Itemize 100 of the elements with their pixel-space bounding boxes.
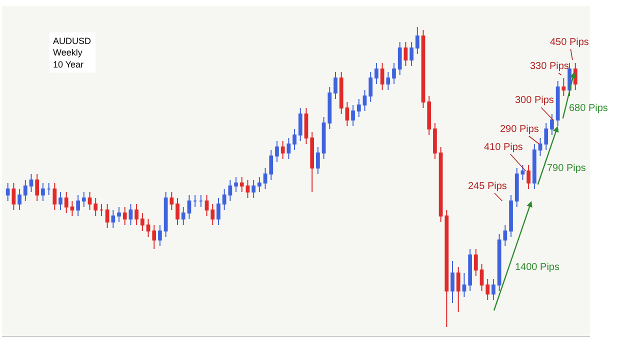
candlestick bbox=[134, 204, 138, 226]
candlestick bbox=[234, 176, 238, 192]
candlestick bbox=[146, 218, 150, 238]
candlestick bbox=[492, 278, 496, 300]
candlestick bbox=[12, 182, 16, 210]
candlestick bbox=[228, 180, 232, 202]
candlestick bbox=[128, 204, 133, 226]
candlestick bbox=[433, 122, 437, 160]
candlestick bbox=[386, 72, 390, 90]
candlestick bbox=[58, 192, 62, 210]
candlestick bbox=[164, 192, 168, 238]
candlestick bbox=[204, 194, 209, 216]
candlestick bbox=[35, 174, 40, 202]
candlestick bbox=[550, 114, 554, 136]
candlestick bbox=[368, 72, 373, 102]
candlestick bbox=[322, 116, 326, 160]
annotation: 1400 Pips bbox=[515, 262, 560, 273]
candlestick bbox=[122, 206, 127, 226]
candlestick bbox=[216, 198, 220, 226]
candlestick bbox=[398, 42, 402, 76]
candlestick bbox=[240, 176, 244, 192]
annotation: 290 Pips bbox=[500, 124, 539, 135]
candlestick bbox=[111, 210, 116, 228]
candlestick bbox=[334, 72, 338, 100]
annotation: 245 Pips bbox=[468, 181, 507, 192]
candlestick bbox=[339, 72, 344, 114]
candlestick bbox=[474, 248, 478, 276]
candlestick bbox=[568, 62, 572, 96]
candlestick bbox=[316, 146, 320, 174]
candlestick bbox=[100, 204, 104, 216]
candlestick bbox=[573, 62, 578, 90]
candlestick bbox=[210, 204, 215, 226]
candlestick bbox=[421, 30, 426, 108]
candlestick bbox=[6, 182, 10, 202]
candlestick bbox=[258, 176, 262, 192]
annotation: 410 Pips bbox=[484, 142, 523, 153]
candlestick bbox=[52, 182, 57, 210]
candlestick bbox=[193, 194, 198, 208]
candlestick bbox=[29, 174, 34, 192]
candlestick bbox=[170, 192, 174, 210]
candlestick bbox=[252, 180, 256, 198]
candlestick bbox=[18, 188, 22, 210]
candlestick bbox=[198, 194, 203, 208]
candlestick bbox=[286, 138, 291, 160]
candlestick bbox=[328, 86, 332, 130]
candlestick bbox=[64, 192, 68, 214]
candlestick bbox=[181, 206, 186, 226]
candlestick bbox=[310, 132, 314, 192]
annotation: 790 Pips bbox=[547, 163, 586, 174]
annotation: 680 Pips bbox=[569, 103, 608, 114]
candlestick bbox=[246, 180, 250, 198]
candlestick bbox=[298, 108, 302, 142]
candlestick bbox=[152, 224, 156, 250]
candlestick bbox=[345, 102, 350, 126]
candlestick bbox=[415, 26, 420, 54]
candlestick bbox=[82, 192, 86, 208]
candlestick bbox=[380, 62, 384, 90]
candlestick bbox=[538, 138, 542, 156]
candlestick bbox=[158, 224, 162, 246]
candlestick bbox=[304, 108, 308, 144]
candlestick bbox=[544, 122, 548, 150]
candlestick bbox=[70, 200, 74, 216]
candlestick bbox=[222, 188, 226, 210]
candlestick bbox=[88, 192, 92, 210]
candlestick bbox=[269, 150, 274, 180]
candlestick bbox=[526, 164, 530, 190]
candlestick bbox=[392, 62, 396, 84]
candlestick bbox=[356, 98, 361, 118]
candlestick bbox=[532, 144, 536, 190]
candlestick bbox=[444, 210, 449, 328]
annotation: 330 Pips bbox=[530, 61, 569, 72]
candlestick bbox=[520, 164, 525, 180]
annotation: 300 Pips bbox=[515, 95, 554, 106]
candlestick bbox=[140, 212, 144, 232]
candlestick bbox=[351, 104, 355, 126]
annotation: 450 Pips bbox=[550, 37, 589, 48]
text: AUDUSD Weekly 10 Year bbox=[53, 36, 92, 70]
candlestick bbox=[450, 260, 454, 304]
candlestick bbox=[263, 168, 268, 190]
candlestick bbox=[94, 198, 98, 216]
candlestick bbox=[105, 204, 110, 228]
candlestick bbox=[280, 140, 285, 160]
candlestick bbox=[427, 96, 432, 136]
candlestick bbox=[462, 272, 466, 298]
candlestick bbox=[514, 168, 519, 208]
candlestick bbox=[556, 80, 560, 126]
candlestick bbox=[176, 198, 180, 226]
candlestick bbox=[187, 194, 192, 220]
candlestick bbox=[362, 90, 367, 112]
candlestick bbox=[456, 266, 460, 312]
candlestick bbox=[486, 278, 490, 300]
candlestick bbox=[41, 182, 45, 202]
candlestick bbox=[404, 42, 408, 66]
candlestick bbox=[410, 42, 414, 66]
candlestick bbox=[46, 182, 51, 196]
candlestick bbox=[117, 206, 121, 222]
candlestick bbox=[562, 78, 566, 96]
candlestick bbox=[374, 62, 378, 84]
candlestick bbox=[480, 264, 484, 292]
candlestick bbox=[76, 194, 80, 216]
